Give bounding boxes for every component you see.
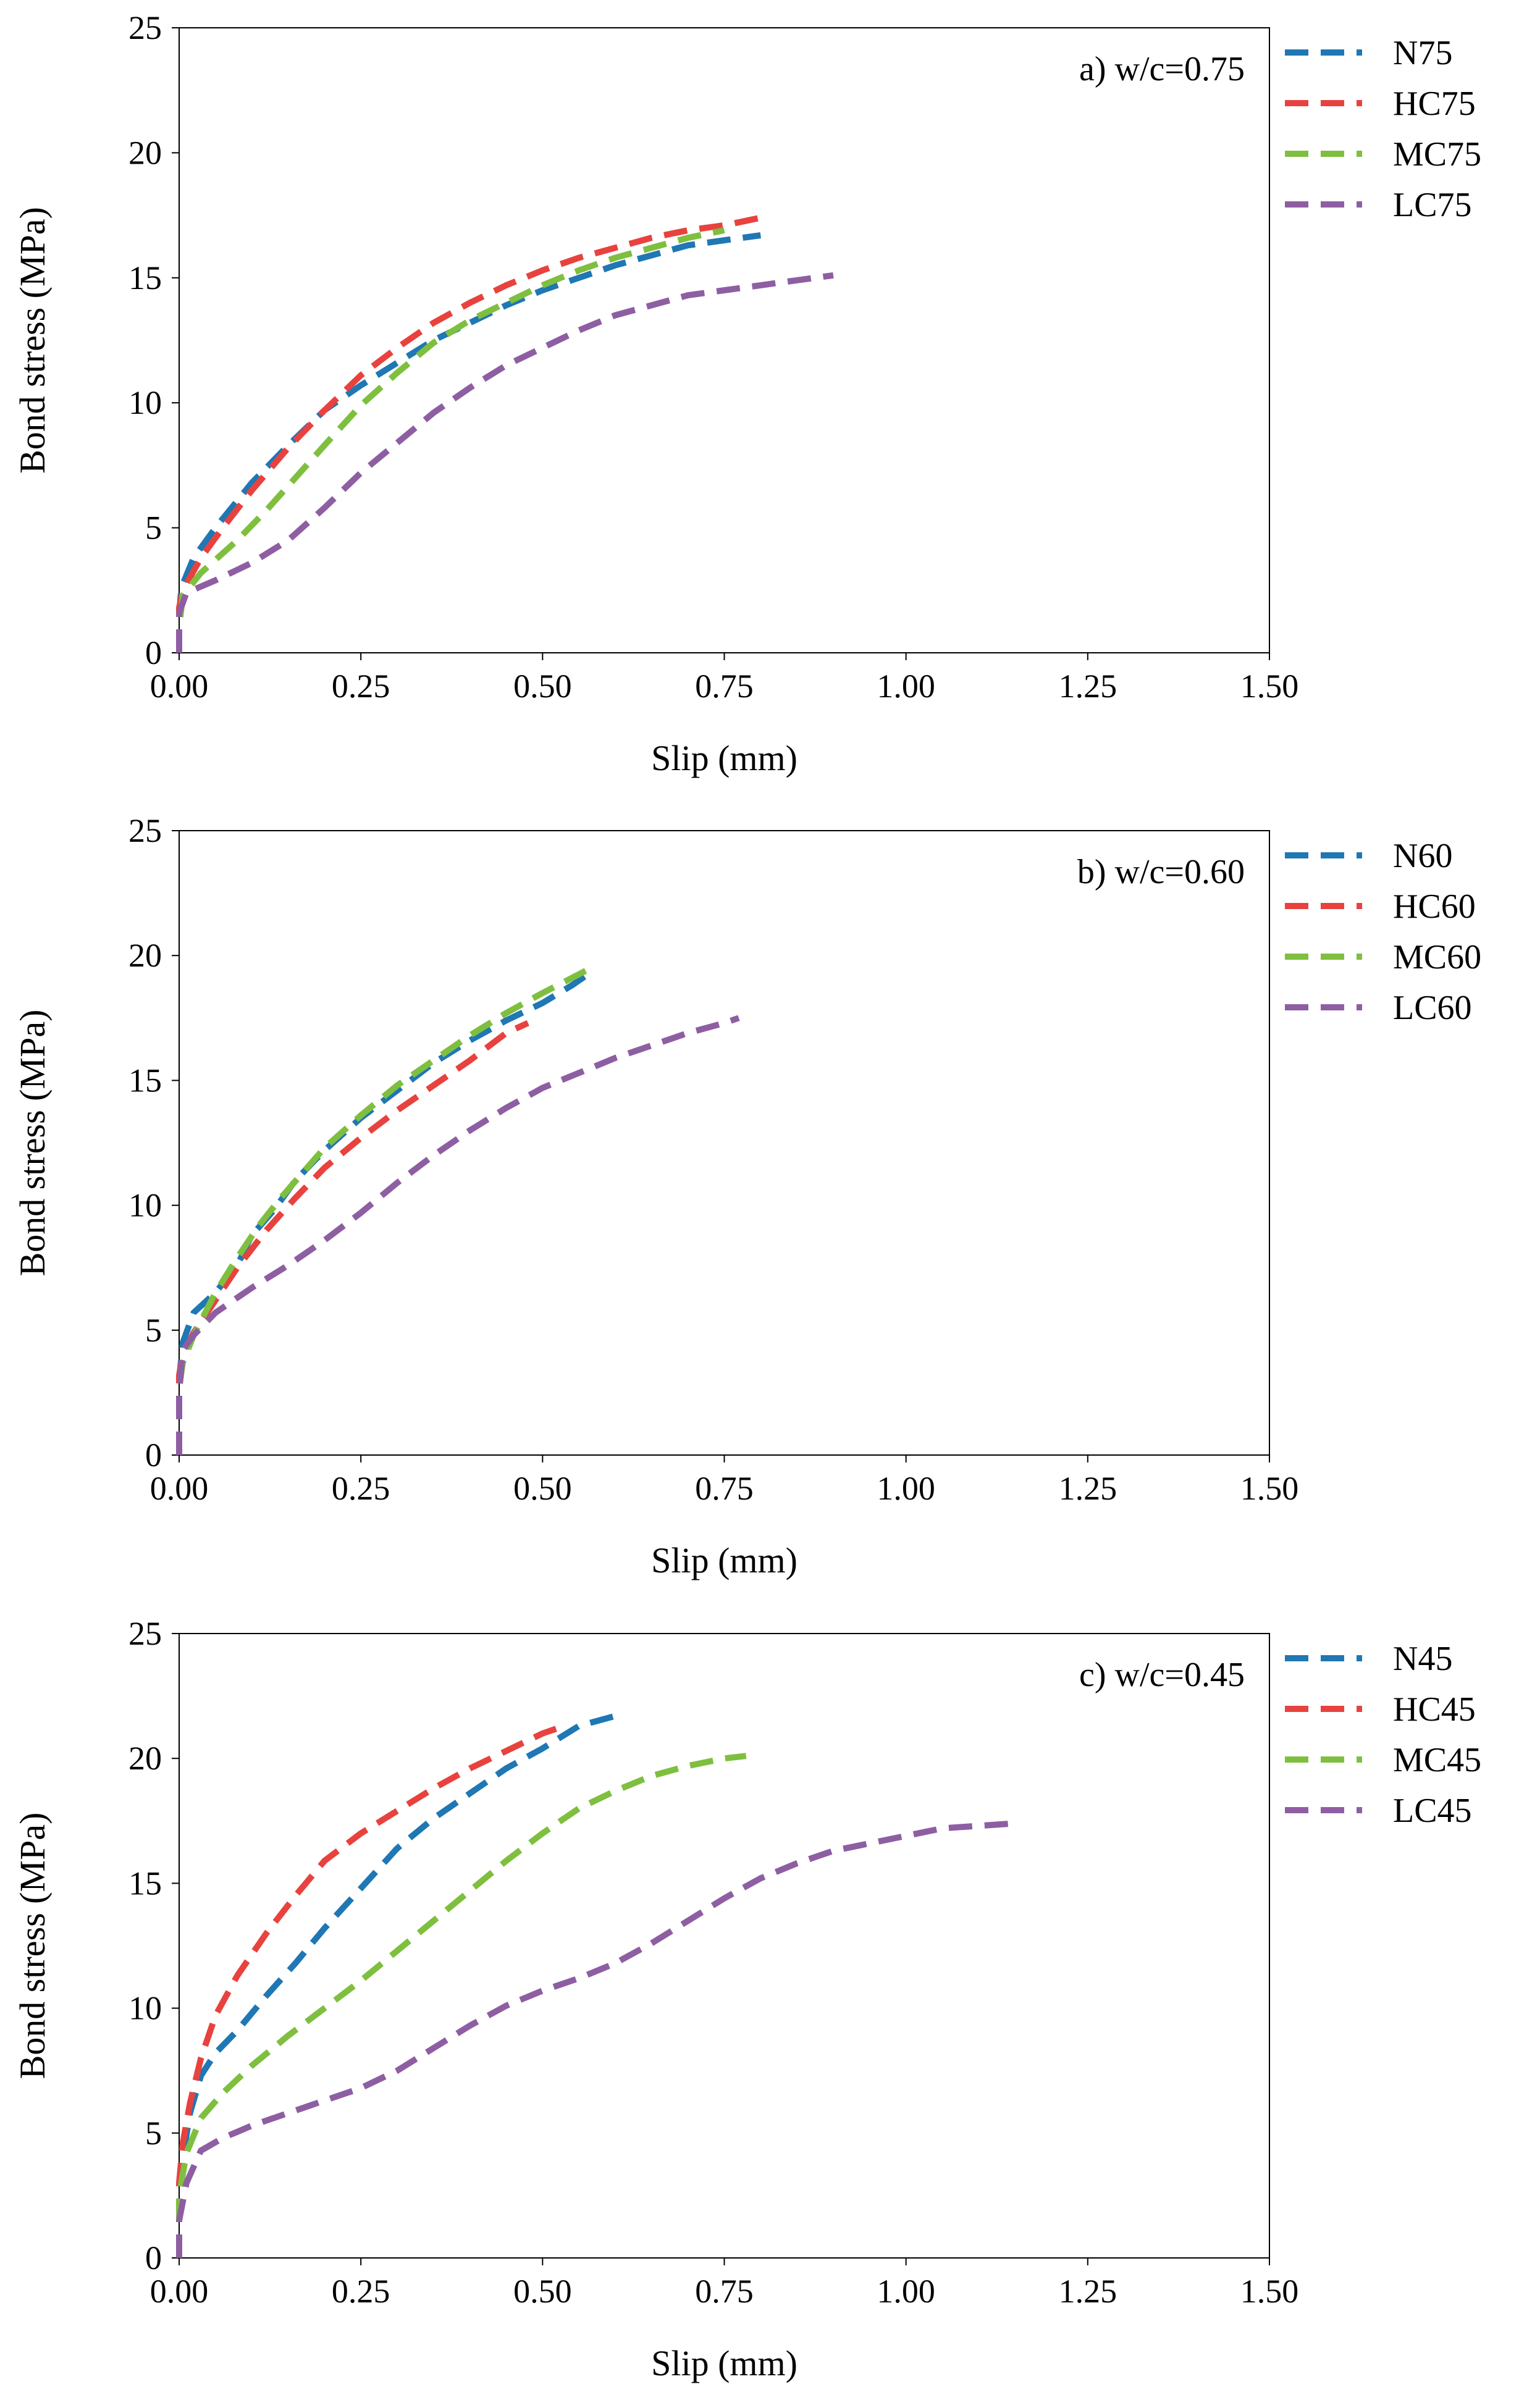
y-tick-label: 0 <box>145 634 162 671</box>
chart-panel-a: 0.00 0.25 0.50 0.75 1.00 1.25 1.50 0 5 10 15 20 25 Sl… <box>12 9 1481 778</box>
y-tick-label: 25 <box>128 1615 162 1652</box>
x-tick-label: 0.25 <box>332 668 390 705</box>
legend-label-n45: N45 <box>1393 1640 1452 1678</box>
series-line-n60 <box>176 973 588 1455</box>
x-tick-label: 1.25 <box>1059 2273 1117 2310</box>
y-tick-label: 10 <box>128 1990 162 2027</box>
series-line-mc45 <box>176 1753 747 2258</box>
y-tick-label: 5 <box>145 510 162 547</box>
legend-label-mc60: MC60 <box>1393 938 1481 976</box>
series-line-hc45 <box>176 1722 566 2258</box>
x-tick-label: 1.00 <box>877 1470 935 1507</box>
legend-label-hc60: HC60 <box>1393 887 1476 926</box>
y-tick-label: 25 <box>128 812 162 849</box>
legend-label-mc45: MC45 <box>1393 1741 1481 1779</box>
x-tick-label: 1.00 <box>877 2273 935 2310</box>
series-line-hc60 <box>176 1020 529 1455</box>
legend-label-hc75: HC75 <box>1393 85 1476 123</box>
x-tick-label: 0.00 <box>150 668 209 705</box>
legend-label-n75: N75 <box>1393 34 1452 72</box>
x-tick-label: 0.75 <box>695 2273 754 2310</box>
x-tick-label: 1.00 <box>877 668 935 705</box>
x-tick-label: 1.50 <box>1240 1470 1299 1507</box>
x-tick-label: 0.50 <box>513 1470 572 1507</box>
y-axis-label: Bond stress (MPa) <box>12 207 53 474</box>
y-tick-label: 15 <box>128 259 162 296</box>
chart-panel-b: 0.00 0.25 0.50 0.75 1.00 1.25 1.50 0 5 10 15 20 25 Sl… <box>12 812 1481 1580</box>
y-tick-label: 15 <box>128 1865 162 1902</box>
series-line-lc75 <box>176 272 834 653</box>
x-tick-label: 0.25 <box>332 2273 390 2310</box>
legend-label-lc45: LC45 <box>1393 1792 1472 1830</box>
x-axis-label: Slip (mm) <box>651 738 797 778</box>
legend-label-lc60: LC60 <box>1393 989 1472 1027</box>
y-tick-label: 20 <box>128 134 162 171</box>
y-tick-label: 15 <box>128 1062 162 1099</box>
series-line-hc75 <box>176 214 762 653</box>
y-tick-label: 0 <box>145 1437 162 1474</box>
y-tick-label: 20 <box>128 937 162 974</box>
legend-label-n60: N60 <box>1393 837 1452 875</box>
plot-frame <box>179 1633 1270 2259</box>
series-line-lc60 <box>176 1015 740 1455</box>
x-tick-label: 0.25 <box>332 1470 390 1507</box>
x-axis-label: Slip (mm) <box>651 1540 797 1580</box>
legend-label-mc75: MC75 <box>1393 135 1481 174</box>
x-axis-label: Slip (mm) <box>651 2343 797 2383</box>
y-tick-label: 10 <box>128 384 162 421</box>
panel-annotation: a) w/c=0.75 <box>1079 50 1245 88</box>
panel-annotation: b) w/c=0.60 <box>1077 853 1245 891</box>
panel-annotation: c) w/c=0.45 <box>1079 1656 1245 1694</box>
chart-panel-c: 0.00 0.25 0.50 0.75 1.00 1.25 1.50 0 5 10 15 20 25 Sl… <box>12 1615 1481 2383</box>
legend-label-hc45: HC45 <box>1393 1690 1476 1729</box>
x-tick-label: 0.75 <box>695 1470 754 1507</box>
series-line-n75 <box>176 232 761 653</box>
plot-frame <box>179 830 1270 1456</box>
y-axis-label: Bond stress (MPa) <box>12 1010 53 1277</box>
y-tick-label: 0 <box>145 2239 162 2276</box>
y-tick-label: 10 <box>128 1187 162 1224</box>
x-tick-label: 1.25 <box>1059 1470 1117 1507</box>
y-tick-label: 25 <box>128 9 162 46</box>
x-tick-label: 0.00 <box>150 1470 209 1507</box>
x-tick-label: 1.25 <box>1059 668 1117 705</box>
plot-frame <box>179 27 1270 653</box>
y-tick-label: 5 <box>145 2115 162 2152</box>
series-line-mc60 <box>176 968 588 1455</box>
series-line-n45 <box>176 1713 616 2258</box>
y-tick-label: 5 <box>145 1312 162 1349</box>
y-tick-label: 20 <box>128 1740 162 1777</box>
x-tick-label: 1.50 <box>1240 2273 1299 2310</box>
x-tick-label: 0.75 <box>695 668 754 705</box>
x-tick-label: 1.50 <box>1240 668 1299 705</box>
x-tick-label: 0.50 <box>513 668 572 705</box>
legend-label-lc75: LC75 <box>1393 186 1472 224</box>
x-tick-label: 0.00 <box>150 2273 209 2310</box>
y-axis-label: Bond stress (MPa) <box>12 1813 53 2079</box>
series-line-lc45 <box>176 1820 1016 2258</box>
series-line-mc75 <box>176 227 725 653</box>
x-tick-label: 0.50 <box>513 2273 572 2310</box>
